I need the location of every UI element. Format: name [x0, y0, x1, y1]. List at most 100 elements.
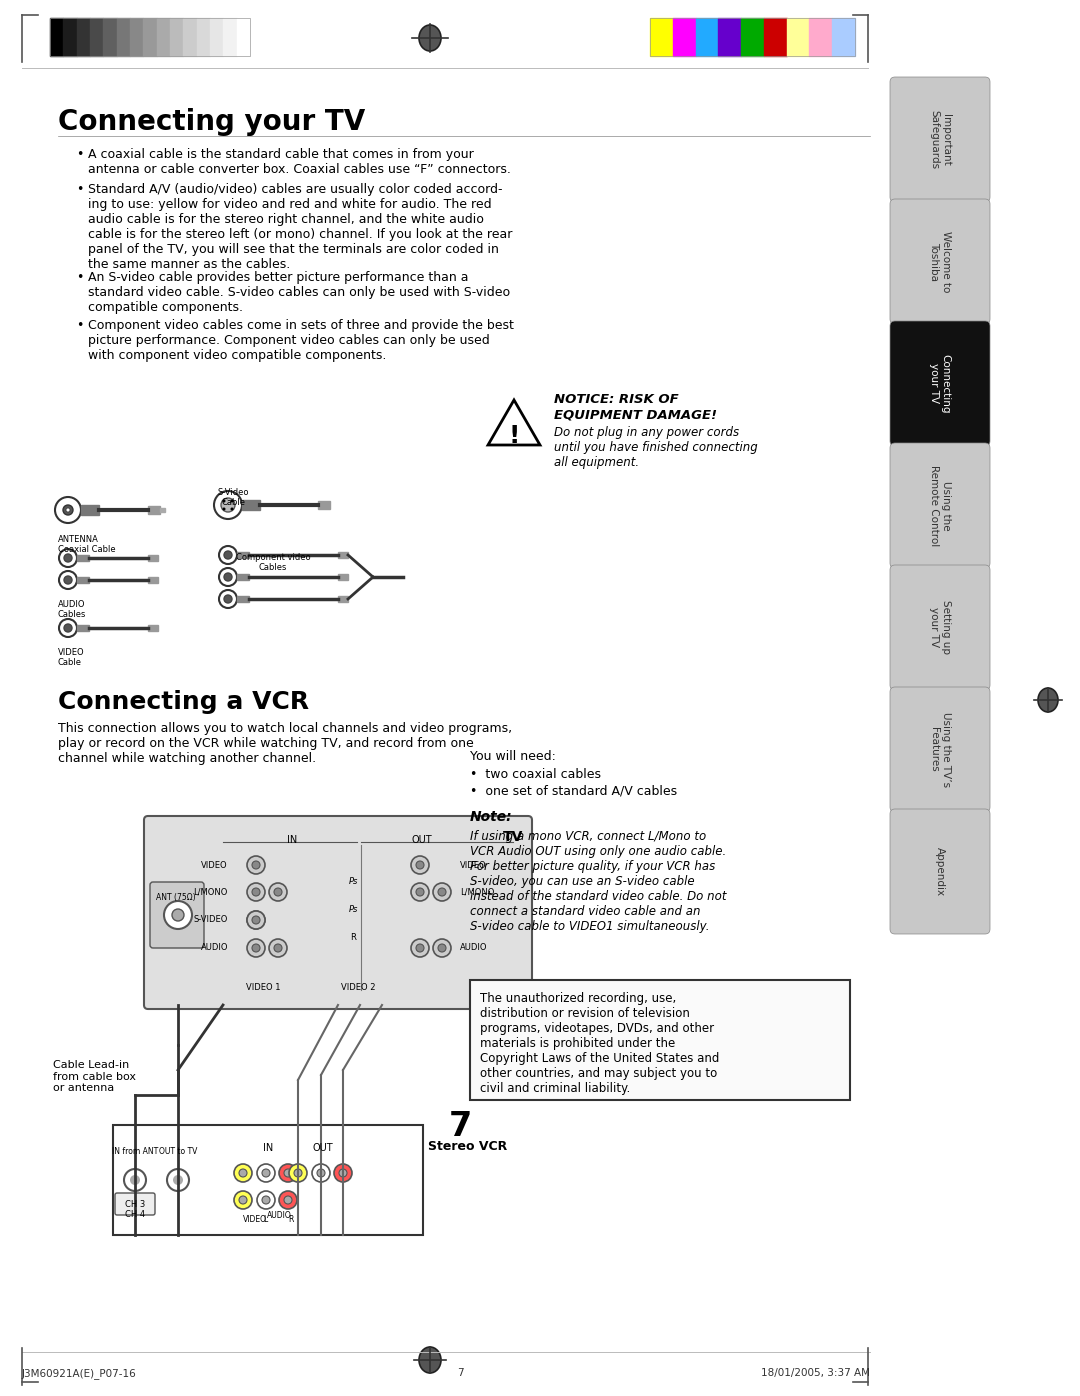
Circle shape	[334, 1164, 352, 1182]
Circle shape	[318, 1168, 325, 1177]
Text: VIDEO 1: VIDEO 1	[246, 983, 280, 993]
Circle shape	[262, 1196, 270, 1203]
Circle shape	[269, 884, 287, 900]
FancyBboxPatch shape	[114, 1194, 156, 1215]
Circle shape	[411, 884, 429, 900]
Bar	[77, 556, 89, 561]
Text: AUDIO: AUDIO	[460, 944, 487, 952]
Circle shape	[438, 944, 446, 952]
Text: L/MONO: L/MONO	[193, 888, 228, 896]
Circle shape	[59, 571, 77, 589]
Text: IN: IN	[287, 835, 297, 845]
Text: VIDEO: VIDEO	[201, 860, 228, 870]
Circle shape	[230, 508, 233, 511]
Text: S-Video
Cable: S-Video Cable	[217, 489, 248, 507]
Text: VIDEO: VIDEO	[243, 1215, 267, 1224]
Text: •: •	[76, 320, 83, 332]
Text: Component video
Cables: Component video Cables	[235, 553, 310, 572]
Text: Connecting a VCR: Connecting a VCR	[58, 690, 309, 713]
Bar	[673, 18, 696, 56]
Circle shape	[221, 498, 235, 512]
Circle shape	[284, 1168, 292, 1177]
Text: TV: TV	[502, 831, 523, 845]
Circle shape	[224, 551, 232, 558]
FancyBboxPatch shape	[890, 565, 990, 690]
Circle shape	[222, 500, 226, 503]
Bar	[148, 625, 158, 631]
Circle shape	[312, 1164, 330, 1182]
Bar	[210, 18, 224, 56]
FancyBboxPatch shape	[144, 817, 532, 1009]
Bar	[148, 556, 158, 561]
Text: Ps: Ps	[349, 906, 357, 914]
Circle shape	[252, 888, 260, 896]
Text: S-VIDEO: S-VIDEO	[193, 916, 228, 924]
Text: •: •	[76, 271, 83, 283]
Circle shape	[66, 508, 70, 512]
Text: •  two coaxial cables: • two coaxial cables	[470, 768, 600, 780]
Circle shape	[262, 1168, 270, 1177]
Text: 7: 7	[448, 1110, 472, 1143]
Text: Welcome to
Toshiba: Welcome to Toshiba	[929, 230, 950, 292]
Text: Note:: Note:	[470, 810, 513, 824]
Text: Connecting your TV: Connecting your TV	[58, 107, 365, 135]
Text: Connecting
your TV: Connecting your TV	[929, 353, 950, 413]
Circle shape	[294, 1168, 302, 1177]
Text: VIDEO
Cable: VIDEO Cable	[58, 648, 84, 667]
Bar	[764, 18, 786, 56]
Bar	[77, 625, 89, 631]
Bar	[741, 18, 764, 56]
Bar	[90, 18, 104, 56]
Bar	[224, 18, 237, 56]
Text: 18/01/2005, 3:37 AM: 18/01/2005, 3:37 AM	[761, 1368, 870, 1378]
Bar	[237, 18, 249, 56]
Text: AUDIO: AUDIO	[267, 1210, 292, 1220]
FancyBboxPatch shape	[890, 200, 990, 324]
Circle shape	[247, 912, 265, 928]
Text: L: L	[262, 1215, 267, 1224]
Bar	[650, 18, 673, 56]
Bar	[148, 505, 160, 514]
Circle shape	[59, 618, 77, 637]
Bar	[113, 1125, 423, 1235]
Circle shape	[416, 888, 424, 896]
Text: •: •	[76, 148, 83, 161]
Circle shape	[230, 500, 233, 503]
Bar	[338, 596, 348, 602]
FancyBboxPatch shape	[890, 443, 990, 568]
Text: Setting up
your TV: Setting up your TV	[929, 600, 950, 655]
Bar	[237, 596, 249, 602]
Bar	[237, 574, 249, 579]
Circle shape	[252, 944, 260, 952]
Circle shape	[234, 1164, 252, 1182]
Text: R: R	[288, 1215, 294, 1224]
Text: Stereo VCR: Stereo VCR	[428, 1141, 508, 1153]
Circle shape	[124, 1168, 146, 1191]
Text: VIDEO 2: VIDEO 2	[341, 983, 375, 993]
Circle shape	[433, 884, 451, 900]
Circle shape	[274, 888, 282, 896]
Circle shape	[339, 1168, 347, 1177]
Bar	[104, 18, 117, 56]
Circle shape	[219, 591, 237, 609]
Bar	[786, 18, 809, 56]
Ellipse shape	[419, 25, 441, 52]
Circle shape	[224, 572, 232, 581]
Bar	[77, 18, 90, 56]
Circle shape	[252, 916, 260, 924]
Bar	[148, 577, 158, 584]
FancyBboxPatch shape	[890, 77, 990, 202]
Circle shape	[59, 549, 77, 567]
Circle shape	[411, 940, 429, 958]
Circle shape	[274, 944, 282, 952]
Circle shape	[55, 497, 81, 524]
Text: An S-video cable provides better picture performance than a
standard video cable: An S-video cable provides better picture…	[87, 271, 510, 314]
Text: R: R	[350, 934, 356, 942]
Circle shape	[247, 912, 265, 928]
Circle shape	[63, 505, 73, 515]
Circle shape	[257, 1191, 275, 1209]
Circle shape	[284, 1196, 292, 1203]
Text: This connection allows you to watch local channels and video programs,
play or r: This connection allows you to watch loca…	[58, 722, 512, 765]
Text: Ps: Ps	[349, 878, 357, 886]
Circle shape	[416, 861, 424, 868]
